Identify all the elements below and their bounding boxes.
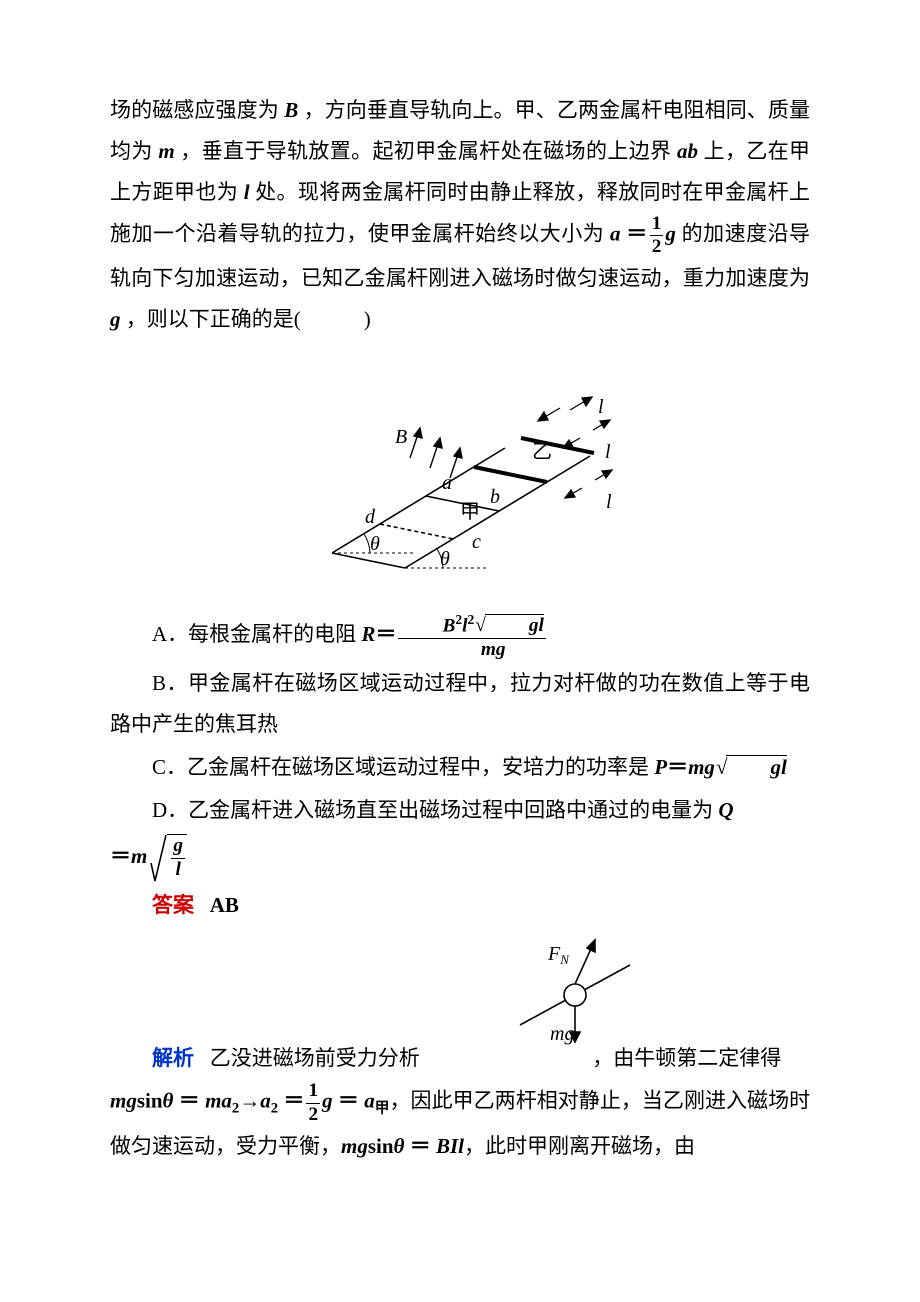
var-l: l [244,180,250,204]
var-P: P [654,755,667,779]
var-g: g [110,307,121,331]
diagram-label-l1: l [598,396,604,418]
var-ab: ab [677,139,698,163]
option-a-label: A． [152,622,188,646]
option-c-text: 乙金属杆在磁场区域运动过程中，安培力的功率是 [187,755,649,779]
diagram-label-l2: l [605,441,611,463]
option-b-label: B． [152,671,188,695]
equals: ＝ [375,622,396,646]
option-a-text: 每根金属杆的电阻 [188,622,356,646]
explanation-line1: 解析 乙没进磁场前受力分析 ，由牛顿第二定律得 [110,1038,810,1079]
option-b-text: 甲金属杆在磁场区域运动过程中，拉力对杆做的功在数值上等于电路中产生的焦耳热 [110,671,810,736]
var-R: R [361,622,375,646]
diagram-label-theta1: θ [370,533,380,555]
svg-text:FN: FN [547,943,570,967]
fraction-half: 12 [650,213,664,258]
var-m: m [131,843,147,867]
explain-text: ，此时甲刚离开磁场，由 [464,1134,695,1158]
option-a: A．每根金属杆的电阻 R＝B2l2√glmg [110,612,810,661]
close-paren: ) [364,307,371,331]
answer-value: AB [210,893,239,917]
var-B: B [284,98,298,122]
explain-text: ，由牛顿第二定律得 [592,1046,781,1070]
option-d-label: D． [152,798,188,822]
answer-line: 答案 AB [110,885,810,926]
option-b: B．甲金属杆在磁场区域运动过程中，拉力对杆做的功在数值上等于电路中产生的焦耳热 [110,663,810,745]
diagram-label-b: b [490,486,500,508]
var-g: g [665,221,676,245]
fbd-svg: FN mg [500,930,650,1050]
explain-label: 解析 [152,1046,194,1070]
option-c: C．乙金属杆在磁场区域运动过程中，安培力的功率是 P＝mg√gl [110,747,810,788]
diagram-label-theta2: θ [440,548,450,570]
option-c-label: C． [152,755,187,779]
equals: ＝ [626,221,648,245]
diagram-label-B: B [395,426,407,448]
option-d-text: 乙金属杆进入磁场直至出磁场过程中回路中通过的电量为 [188,798,713,822]
problem-stem: 场的磁感应强度为 B ，方向垂直导轨向上。甲、乙两金属杆电阻相同、质量均为 m … [110,90,810,340]
big-sqrt: gl [149,833,187,883]
stem-text: 场的磁感应强度为 [110,98,279,122]
explain-text: 乙没进磁场前受力分析 [210,1046,420,1070]
stem-text: ，垂直于导轨放置。起初甲金属杆处在磁场的上边界 [180,139,671,163]
explanation-line2: mgsinθ ＝ ma2→a2 ＝12g ＝ a甲，因此甲乙两杆相对静止，当乙刚… [110,1080,810,1166]
var-a: a [610,221,621,245]
inclined-rail-diagram: B a b c d θ θ l l l 乙 甲 [110,358,810,592]
fbd-placeholder [431,1059,581,1060]
diagram-svg: B a b c d θ θ l l l 乙 甲 [280,358,640,578]
option-a-fraction: B2l2√glmg [398,612,545,661]
var-Q: Q [718,798,733,822]
diagram-label-c: c [472,531,481,553]
equals: ＝ [667,755,688,779]
diagram-label-jia: 甲 [460,501,480,523]
diagram-label-d: d [365,506,376,528]
fbd-label-N: N [559,952,570,967]
stem-text: ，则以下正确的是( [126,307,301,331]
diagram-label-a: a [442,472,452,494]
option-d-formula: ＝mgl [110,833,810,883]
equals: ＝ [110,843,131,867]
var-m: m [158,139,174,163]
fbd-label-F: F [547,943,561,965]
diagram-label-l3: l [606,491,612,513]
diagram-label-yi: 乙 [532,441,552,463]
answer-label: 答案 [152,893,194,917]
fraction-half: 12 [306,1080,320,1125]
option-d: D．乙金属杆进入磁场直至出磁场过程中回路中通过的电量为 Q [110,790,810,831]
